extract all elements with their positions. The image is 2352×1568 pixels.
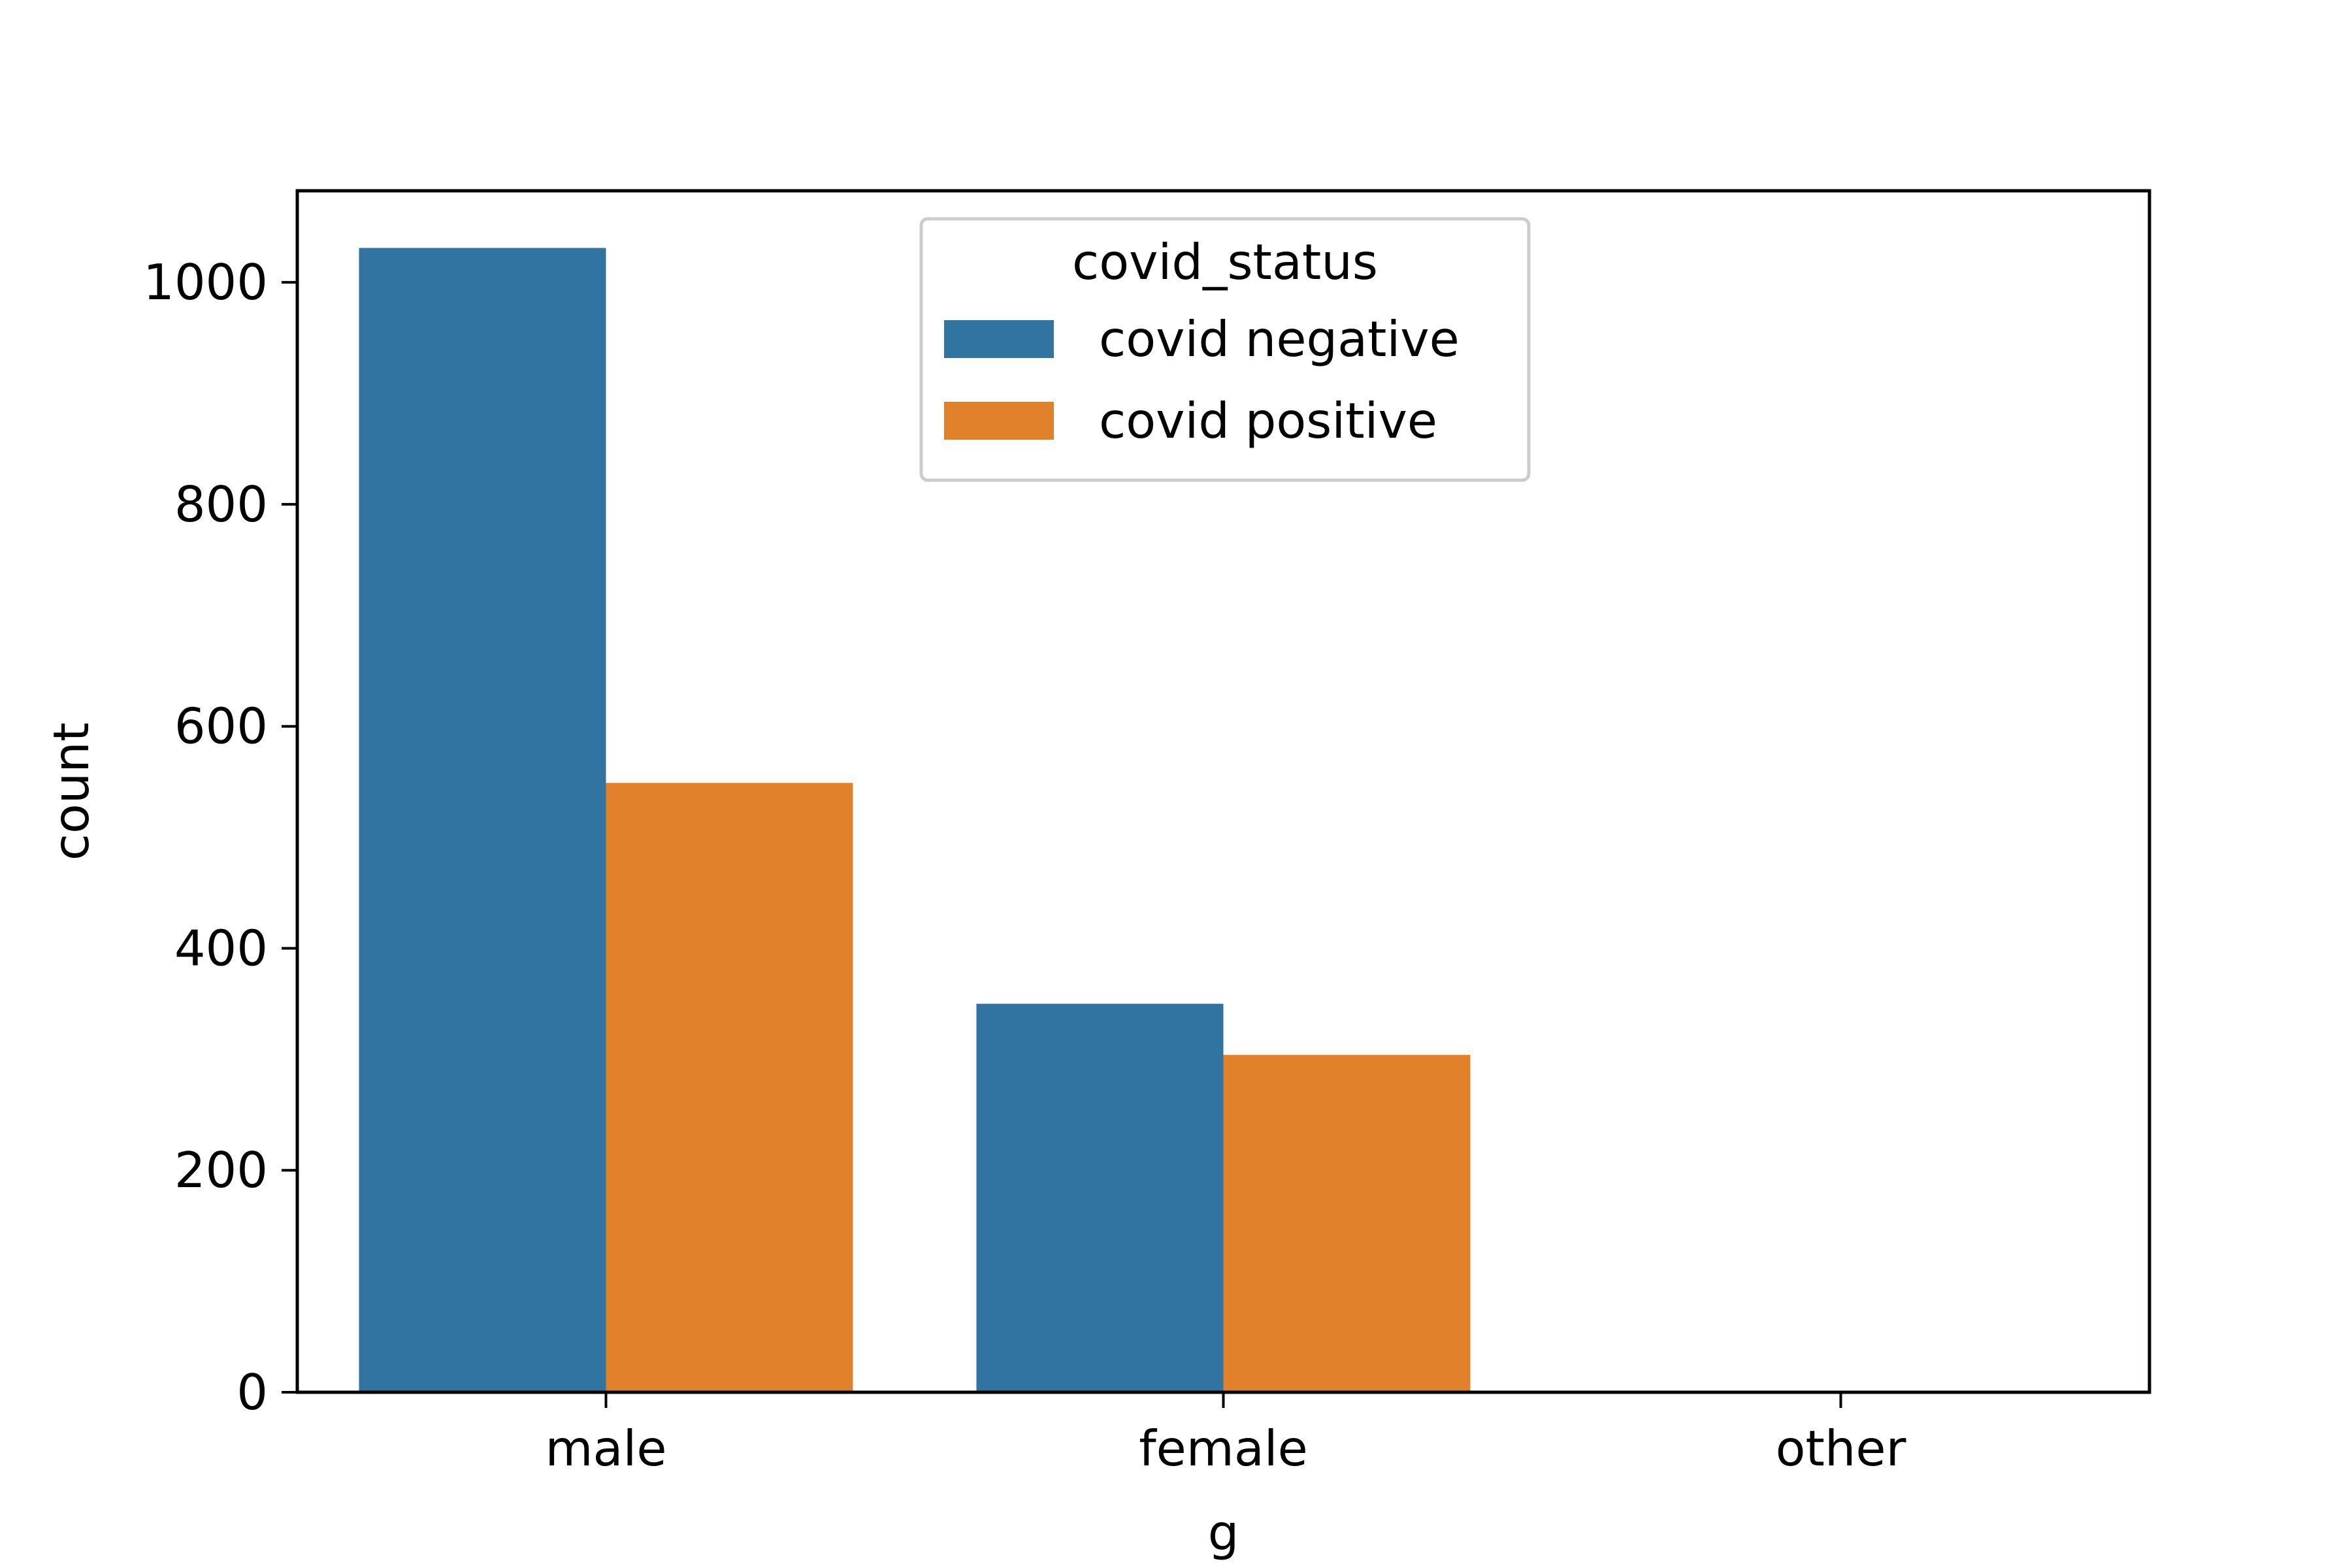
legend-label-covid-negative: covid negative (1099, 310, 1460, 368)
bar-male-covid-positive (606, 783, 853, 1392)
bar-female-covid-negative (976, 1004, 1224, 1392)
legend-swatch-covid-positive (944, 402, 1054, 440)
y-tick-label: 400 (174, 919, 268, 977)
y-tick-label: 800 (174, 476, 268, 533)
y-tick-label: 600 (174, 698, 268, 755)
x-tick-label-female: female (1139, 1420, 1308, 1477)
legend-title: covid_status (1072, 233, 1378, 291)
y-tick-label: 0 (237, 1364, 268, 1421)
legend-swatch-covid-negative (944, 320, 1054, 358)
y-tick-label: 1000 (143, 253, 268, 311)
axis-ticks-group: 0 200 400 600 800 1000 male female other (143, 253, 1906, 1477)
plot-frame (295, 189, 2151, 1394)
x-tick-label-male: male (546, 1420, 667, 1477)
x-axis-label: g (1208, 1504, 1239, 1561)
x-tick-label-other: other (1776, 1420, 1906, 1477)
bar-male-covid-negative (359, 248, 606, 1393)
y-axis-label: count (42, 723, 100, 861)
legend-label-covid-positive: covid positive (1099, 392, 1437, 449)
y-tick-label: 200 (174, 1141, 268, 1199)
bar-female-covid-positive (1223, 1054, 1471, 1392)
legend: covid_status covid negative covid positiv… (919, 217, 1531, 482)
legend-box (919, 217, 1531, 482)
bars-group (359, 248, 1471, 1393)
